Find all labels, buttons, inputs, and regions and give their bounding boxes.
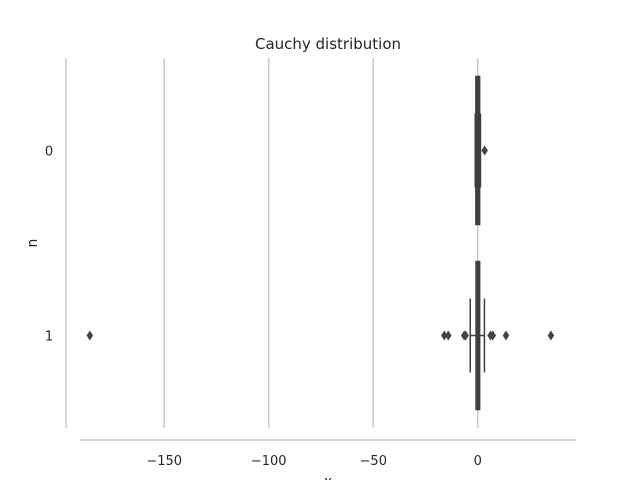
x-tick-label: −100 <box>251 454 287 469</box>
x-tick-label: 0 <box>474 454 482 469</box>
outlier-point <box>462 330 469 341</box>
y-tick-label: 1 <box>45 330 53 345</box>
y-tick-labels: 01 <box>45 145 53 345</box>
outlier-point <box>502 330 510 341</box>
y-axis-label: n <box>25 239 41 248</box>
chart-title: Cauchy distribution <box>255 35 401 53</box>
outlier-point <box>445 330 452 341</box>
x-axis-label: x <box>324 474 332 480</box>
outlier-point <box>489 330 497 341</box>
outlier-point <box>481 145 488 156</box>
grid-lines <box>163 58 479 428</box>
box-plots <box>86 75 555 411</box>
box-plot-0 <box>474 75 488 226</box>
y-tick-label: 0 <box>45 145 53 160</box>
x-tick-label: −150 <box>146 454 182 469</box>
x-tick-labels: −150 −100 −50 0 <box>146 454 482 469</box>
outlier-point <box>86 330 94 341</box>
box-plot-1 <box>86 260 555 411</box>
outlier-point <box>547 330 555 341</box>
outlier-point <box>441 330 448 341</box>
x-tick-label: −50 <box>360 454 387 469</box>
